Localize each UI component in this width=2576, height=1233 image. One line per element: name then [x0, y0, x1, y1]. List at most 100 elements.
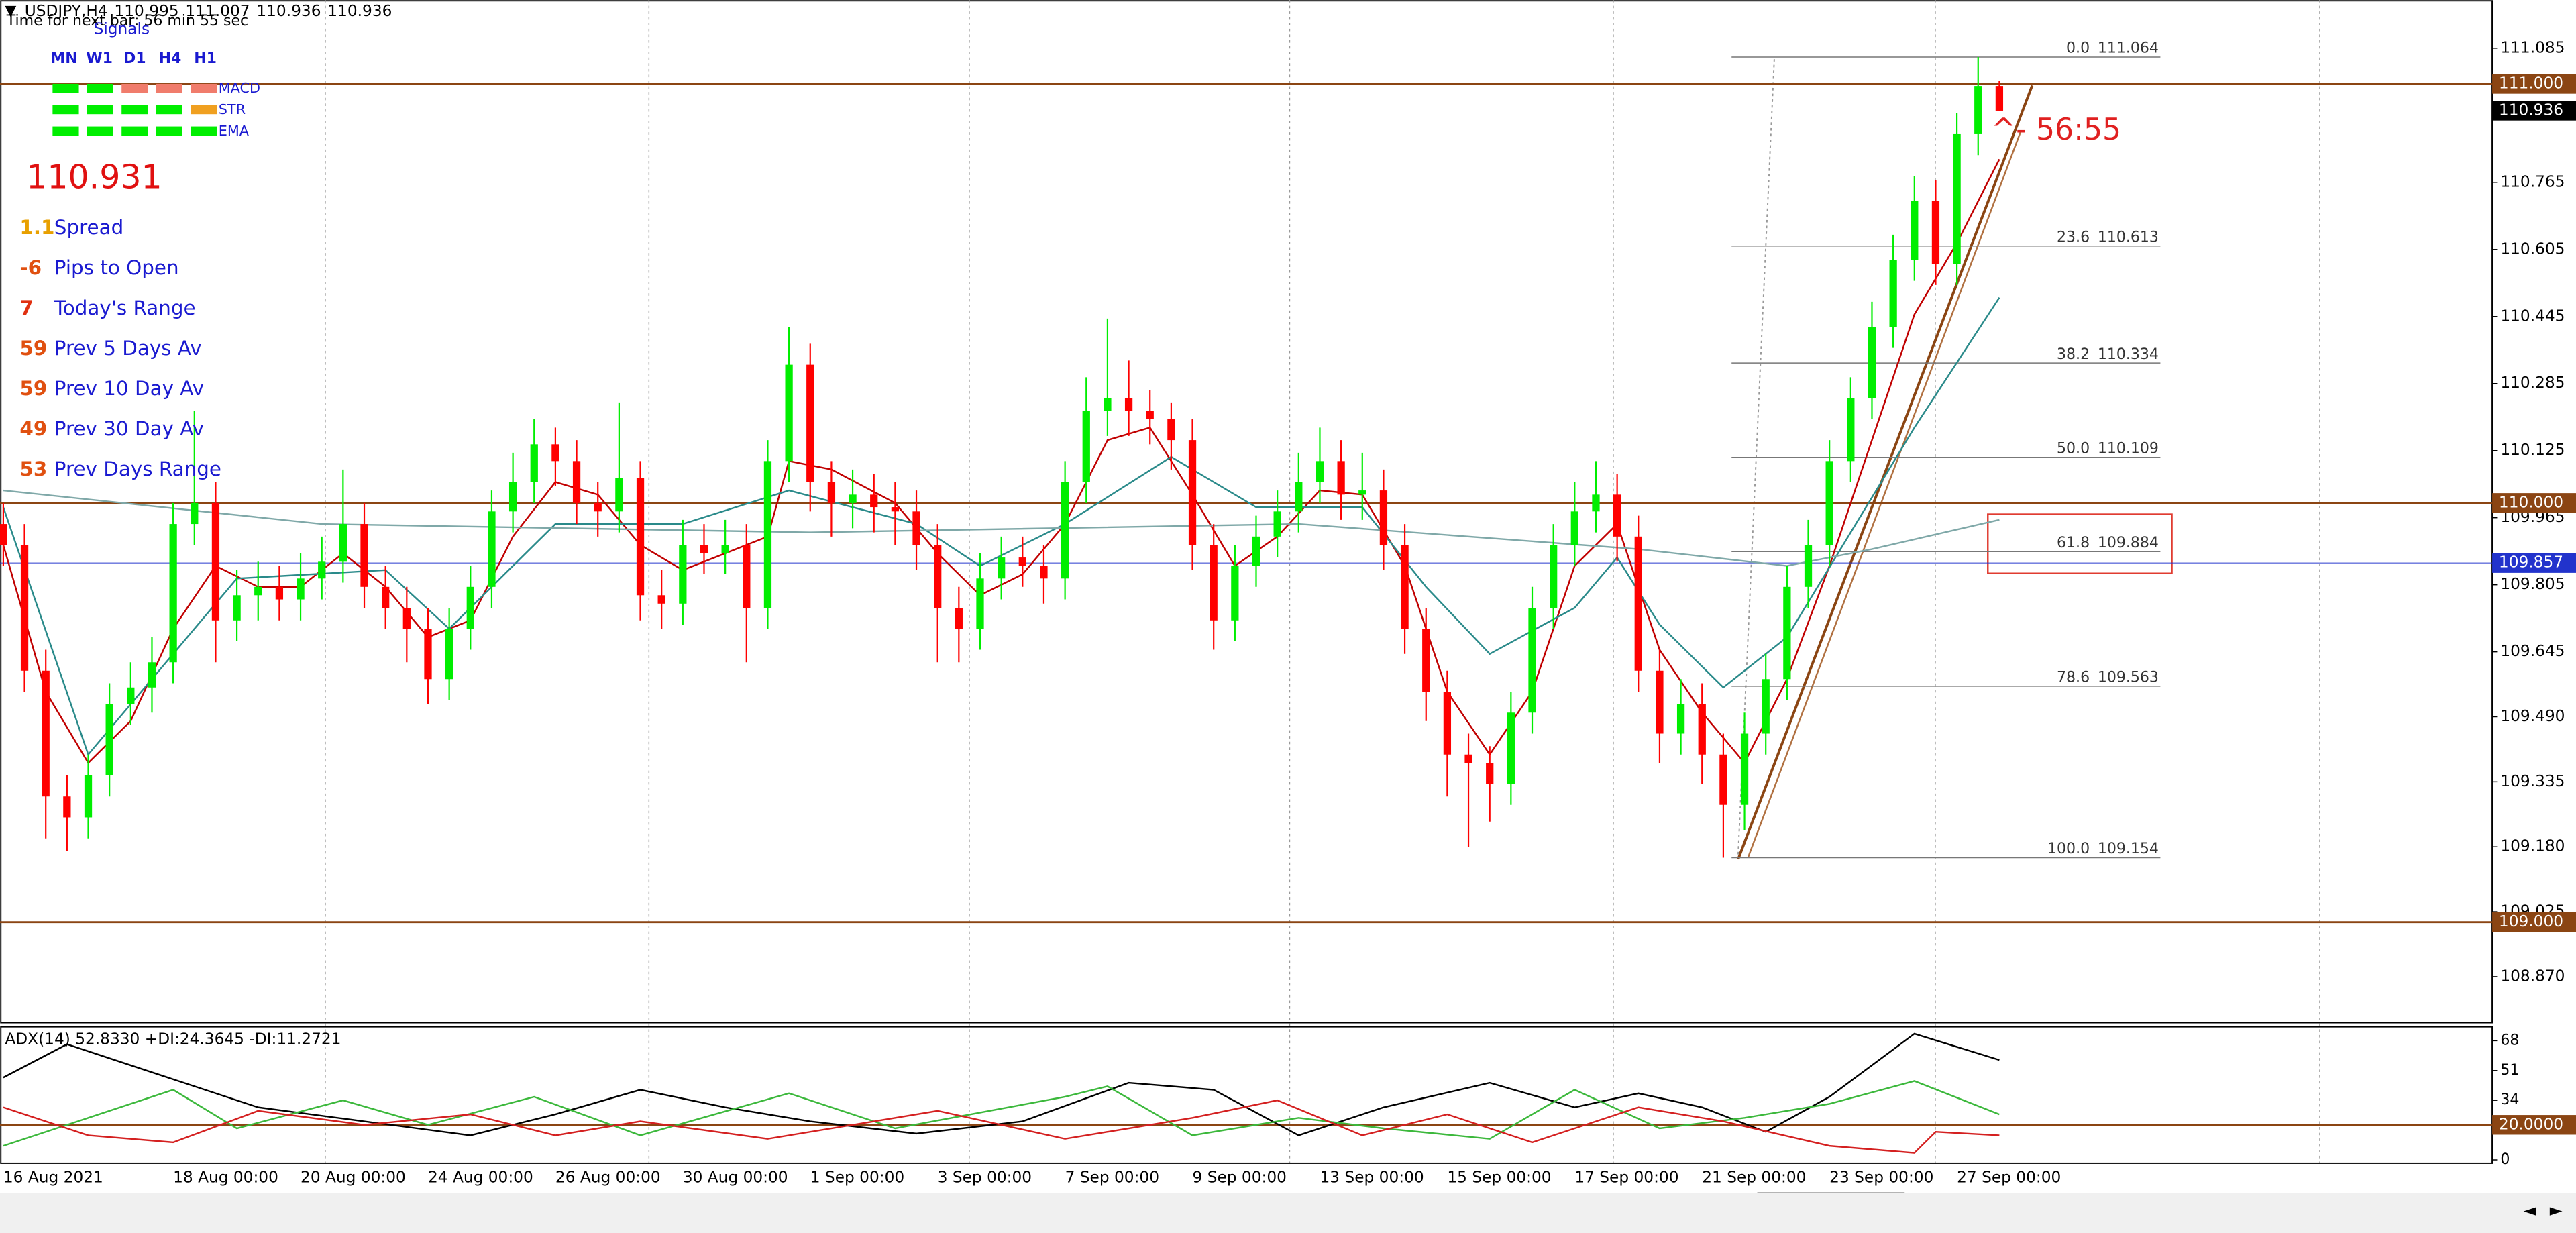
- info-label: Prev 30 Day Av: [54, 417, 204, 440]
- adx-panel-frame: [0, 1026, 2493, 1164]
- y-tick-label: 110.765: [2500, 172, 2565, 191]
- price-label: 111.000: [2499, 74, 2563, 92]
- candle-body: [1592, 494, 1600, 512]
- info-value: 59: [19, 377, 47, 400]
- candle-body: [339, 524, 347, 562]
- x-tick-label: 3 Sep 00:00: [938, 1168, 1032, 1186]
- candle-body: [1018, 557, 1026, 566]
- candle-body: [1550, 545, 1558, 608]
- candle-body: [1656, 670, 1664, 734]
- candle-body: [1570, 511, 1578, 545]
- trend-line: [1747, 131, 2022, 858]
- candle-body: [1804, 545, 1813, 587]
- tab-scroll-left[interactable]: ◄: [2524, 1200, 2536, 1220]
- y-tick-label: 110.285: [2500, 374, 2565, 392]
- candle-body: [1040, 566, 1048, 579]
- y-tick-label: 108.870: [2500, 967, 2565, 985]
- timeframe: W1: [86, 50, 113, 67]
- candle-body: [105, 704, 113, 775]
- x-tick-label: 7 Sep 00:00: [1065, 1168, 1159, 1186]
- info-value: 1.1: [19, 216, 54, 239]
- candle-body: [148, 662, 156, 688]
- candle-body: [1295, 482, 1303, 512]
- signals-title: Signals: [94, 20, 150, 38]
- tab-scroll-right[interactable]: ►: [2550, 1200, 2563, 1220]
- price-label-box: [2492, 912, 2576, 932]
- timeframe: H1: [194, 50, 217, 67]
- ohlc-value: 110.936: [256, 2, 321, 20]
- candle-body: [1401, 545, 1409, 629]
- candle-body: [275, 586, 284, 600]
- candle-body: [1911, 201, 1919, 260]
- fib-price: 109.563: [2098, 669, 2159, 686]
- signal-cell: [156, 105, 182, 115]
- x-tick-label: 15 Sep 00:00: [1447, 1168, 1551, 1186]
- candle-body: [63, 796, 71, 818]
- candle-body: [42, 670, 50, 797]
- price-label: 109.857: [2499, 553, 2563, 572]
- x-tick-label: 26 Aug 00:00: [555, 1168, 661, 1186]
- symbol: USDJPY,H4: [25, 2, 108, 20]
- candle-body: [1740, 733, 1749, 805]
- candle-body: [1931, 201, 1940, 264]
- candle-body: [1825, 461, 1833, 545]
- candle-body: [1762, 679, 1770, 734]
- moving-average: [3, 489, 2000, 567]
- candle-body: [1486, 763, 1494, 784]
- info-value: -6: [19, 256, 42, 279]
- current-price: 110.931: [26, 158, 162, 196]
- fib-level: 38.2: [2057, 346, 2090, 363]
- adx-line: [3, 1099, 2000, 1154]
- y-tick-label: 111.085: [2500, 38, 2565, 56]
- ohlc-value: 111.007: [185, 2, 250, 20]
- candle-body: [1634, 536, 1642, 671]
- price-label-box: [2492, 493, 2576, 513]
- candle-body: [976, 578, 984, 629]
- candle-body: [530, 444, 538, 482]
- menu-arrow: ▼: [5, 3, 16, 19]
- candle-body: [1613, 494, 1621, 537]
- y-tick-label: 109.180: [2500, 837, 2565, 855]
- fib-level: 23.6: [2057, 229, 2090, 246]
- candle-body: [657, 595, 665, 604]
- candle-body: [318, 561, 326, 579]
- chart-header: USDJPY,H4 110.995 111.007 110.936 110.936: [25, 2, 392, 20]
- signal-cell: [121, 105, 148, 115]
- candle-body: [998, 557, 1006, 579]
- candle-body: [1273, 511, 1281, 537]
- candle-body: [0, 524, 7, 545]
- signal-name: MACD: [219, 80, 260, 96]
- candle-body: [721, 545, 729, 553]
- price-label-box: [2492, 74, 2576, 94]
- candle-body: [1783, 586, 1791, 680]
- candle-body: [551, 444, 559, 462]
- signal-name: STR: [219, 101, 246, 117]
- signal-cell: [52, 105, 79, 115]
- timeframe: MN: [50, 50, 77, 67]
- x-tick-label: 16 Aug 2021: [3, 1168, 103, 1186]
- fib-price: 110.613: [2098, 229, 2159, 246]
- candle-body: [785, 364, 793, 462]
- y-tick-label: 109.645: [2500, 642, 2565, 660]
- candle-body: [763, 461, 772, 608]
- signal-cell: [87, 105, 113, 115]
- fib-price: 110.334: [2098, 346, 2159, 363]
- candle-body: [934, 545, 942, 608]
- tab-bar: [0, 1192, 2576, 1233]
- signal-cell: [191, 83, 217, 93]
- signal-name: EMA: [219, 123, 250, 139]
- candle-body: [466, 586, 474, 629]
- y-tick-label: 110.445: [2500, 307, 2565, 325]
- candle-body: [1422, 629, 1430, 692]
- info-label: Prev 5 Days Av: [54, 337, 202, 360]
- info-label: Today's Range: [54, 297, 196, 319]
- timeframe: H4: [159, 50, 182, 67]
- y-tick-label: 0: [2500, 1151, 2510, 1168]
- candle-body: [211, 502, 220, 621]
- x-tick-label: 9 Sep 00:00: [1193, 1168, 1287, 1186]
- x-tick-label: 21 Sep 00:00: [1702, 1168, 1806, 1186]
- candle-body: [1464, 754, 1472, 763]
